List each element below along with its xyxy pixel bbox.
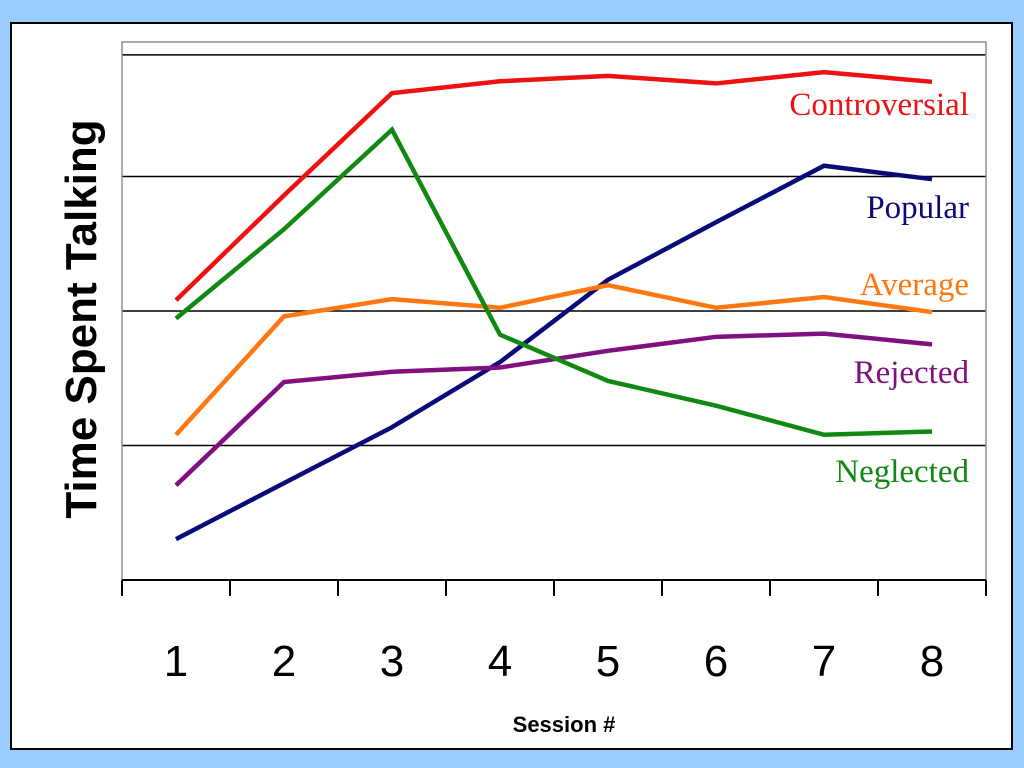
line-chart: Controversial Popular Average Rejected Negle…	[57, 41, 987, 737]
series-line-neglected	[174, 126, 933, 437]
x-tick-label: 7	[812, 637, 836, 686]
series-label-average: Average	[860, 267, 969, 303]
y-axis-title: Time Spent Talking	[57, 119, 106, 518]
x-tick-label: 5	[596, 637, 620, 686]
series-label-rejected: Rejected	[854, 355, 970, 391]
x-tick-label: 2	[272, 637, 296, 686]
gridlines	[122, 54, 986, 447]
series-label-neglected: Neglected	[835, 454, 969, 490]
series-lines	[174, 69, 933, 542]
x-axis-title: Session #	[513, 712, 616, 737]
x-tick-label: 6	[704, 637, 728, 686]
axes	[121, 579, 987, 596]
x-tick-label: 1	[164, 637, 188, 686]
x-tick-label: 8	[920, 637, 944, 686]
series-line-average	[174, 282, 933, 437]
x-tick-label: 4	[488, 637, 512, 686]
series-line-controversial	[174, 69, 933, 302]
series-label-popular: Popular	[866, 190, 969, 226]
x-tick-label: 3	[380, 637, 404, 686]
chart-frame: Controversial Popular Average Rejected Negle…	[10, 22, 1013, 750]
series-line-popular	[174, 163, 933, 542]
series-label-controversial: Controversial	[789, 87, 969, 123]
series-labels: Controversial Popular Average Rejected Negle…	[789, 87, 969, 490]
x-tick-labels: 1 2 3 4 5 6 7 8	[164, 637, 944, 686]
